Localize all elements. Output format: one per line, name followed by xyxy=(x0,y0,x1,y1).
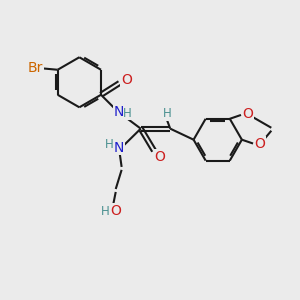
Text: H: H xyxy=(105,138,113,151)
Text: H: H xyxy=(123,106,132,119)
Text: N: N xyxy=(113,141,124,155)
Text: O: O xyxy=(121,73,132,87)
Text: H: H xyxy=(101,205,110,218)
Text: H: H xyxy=(163,107,172,120)
Text: Br: Br xyxy=(28,61,43,75)
Text: O: O xyxy=(154,150,165,164)
Text: N: N xyxy=(113,106,124,119)
Text: O: O xyxy=(110,204,121,218)
Text: O: O xyxy=(255,137,266,151)
Text: O: O xyxy=(243,107,254,122)
